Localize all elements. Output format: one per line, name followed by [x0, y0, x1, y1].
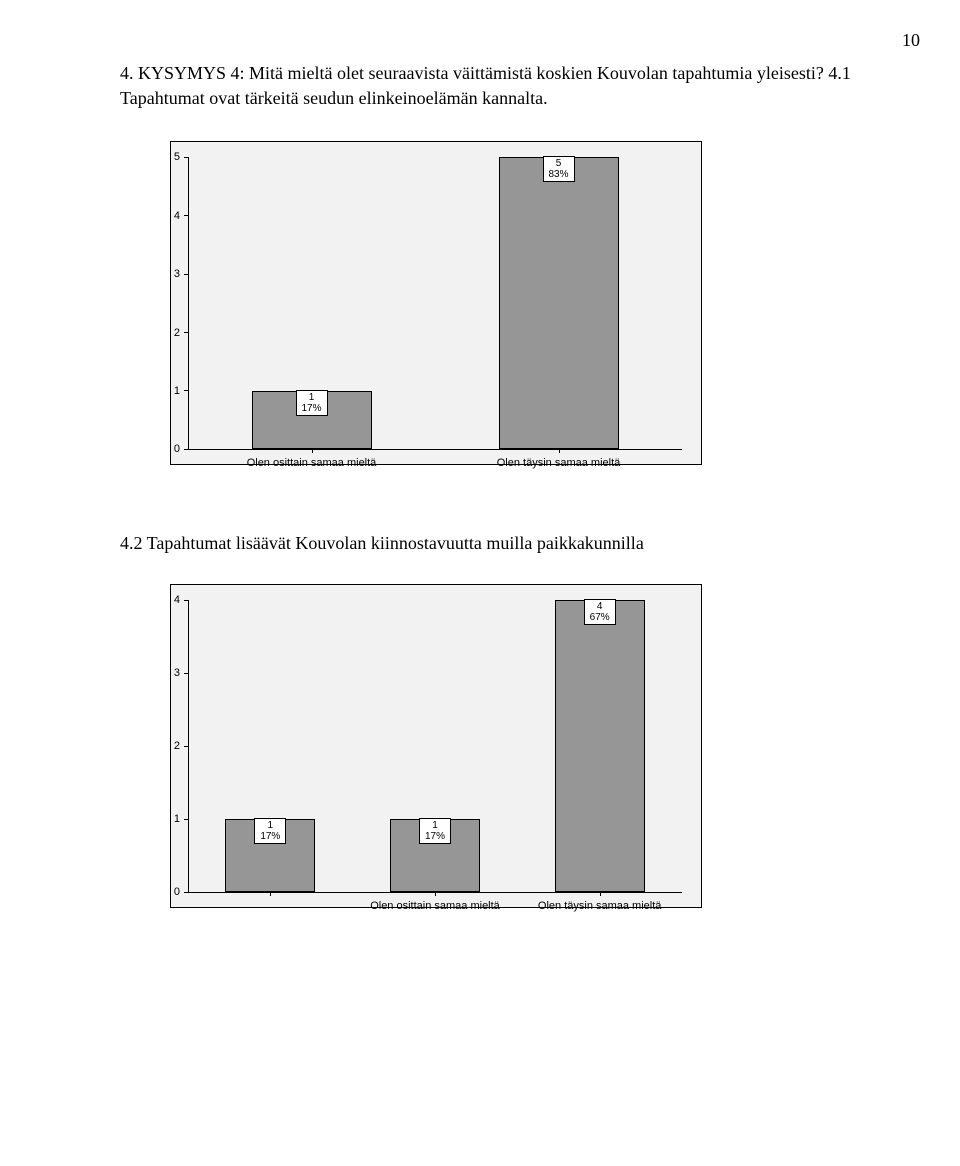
y-tick-mark — [184, 332, 188, 333]
y-tick: 5 — [170, 151, 188, 163]
y-axis — [188, 600, 189, 892]
chart-4-1: 012345117%Olen osittain samaa mieltä583%… — [130, 133, 710, 493]
y-tick: 2 — [170, 327, 188, 339]
y-axis — [188, 157, 189, 449]
bar-value-label: 467% — [584, 599, 616, 625]
y-tick-label: 1 — [170, 385, 180, 397]
y-tick-label: 2 — [170, 327, 180, 339]
bar-count: 4 — [587, 601, 613, 612]
question-heading: 4. KYSYMYS 4: Mitä mieltä olet seuraavis… — [120, 61, 870, 111]
y-tick-label: 0 — [170, 443, 180, 455]
x-tick-mark — [270, 892, 271, 896]
bar-pct: 83% — [546, 169, 572, 180]
y-tick: 3 — [170, 667, 188, 679]
x-axis-label: Olen osittain samaa mieltä — [222, 457, 402, 469]
y-tick-mark — [184, 673, 188, 674]
y-tick-label: 3 — [170, 667, 180, 679]
y-tick-mark — [184, 449, 188, 450]
bar-count: 1 — [299, 392, 325, 403]
y-tick-label: 5 — [170, 151, 180, 163]
bar-count: 5 — [546, 158, 572, 169]
y-tick-label: 3 — [170, 268, 180, 280]
bar-pct: 17% — [257, 831, 283, 842]
y-tick: 1 — [170, 385, 188, 397]
page-number: 10 — [120, 30, 920, 51]
question-subheading: 4.2 Tapahtumat lisäävät Kouvolan kiinnos… — [120, 533, 870, 554]
x-tick-mark — [312, 449, 313, 453]
y-tick-mark — [184, 746, 188, 747]
bar-pct: 17% — [299, 403, 325, 414]
bar — [499, 157, 619, 449]
bar-value-label: 117% — [296, 390, 328, 416]
y-tick: 4 — [170, 210, 188, 222]
y-tick: 3 — [170, 268, 188, 280]
x-axis-label: Olen täysin samaa mieltä — [510, 900, 690, 912]
x-tick-mark — [559, 449, 560, 453]
y-tick-mark — [184, 600, 188, 601]
bar-value-label: 117% — [254, 818, 286, 844]
y-tick-label: 2 — [170, 740, 180, 752]
bar-value-label: 583% — [543, 156, 575, 182]
bar-value-label: 117% — [419, 818, 451, 844]
y-tick-label: 1 — [170, 813, 180, 825]
y-tick-mark — [184, 390, 188, 391]
x-tick-mark — [600, 892, 601, 896]
y-tick-mark — [184, 274, 188, 275]
y-tick: 2 — [170, 740, 188, 752]
chart-frame — [170, 141, 702, 465]
x-axis-label: Olen täysin samaa mieltä — [469, 457, 649, 469]
x-axis-label: Olen osittain samaa mieltä — [345, 900, 525, 912]
y-tick-mark — [184, 892, 188, 893]
bar-pct: 67% — [587, 612, 613, 623]
y-tick: 0 — [170, 886, 188, 898]
y-tick-mark — [184, 157, 188, 158]
x-axis — [188, 449, 682, 450]
y-tick: 0 — [170, 443, 188, 455]
y-tick: 4 — [170, 594, 188, 606]
bar-count: 1 — [257, 820, 283, 831]
y-tick-mark — [184, 215, 188, 216]
bar — [555, 600, 645, 892]
bar-count: 1 — [422, 820, 448, 831]
y-tick-label: 4 — [170, 210, 180, 222]
chart-4-2: 01234117%117%Olen osittain samaa mieltä4… — [130, 576, 710, 936]
y-tick: 1 — [170, 813, 188, 825]
bar-pct: 17% — [422, 831, 448, 842]
y-tick-label: 4 — [170, 594, 180, 606]
y-tick-mark — [184, 819, 188, 820]
y-tick-label: 0 — [170, 886, 180, 898]
x-tick-mark — [435, 892, 436, 896]
